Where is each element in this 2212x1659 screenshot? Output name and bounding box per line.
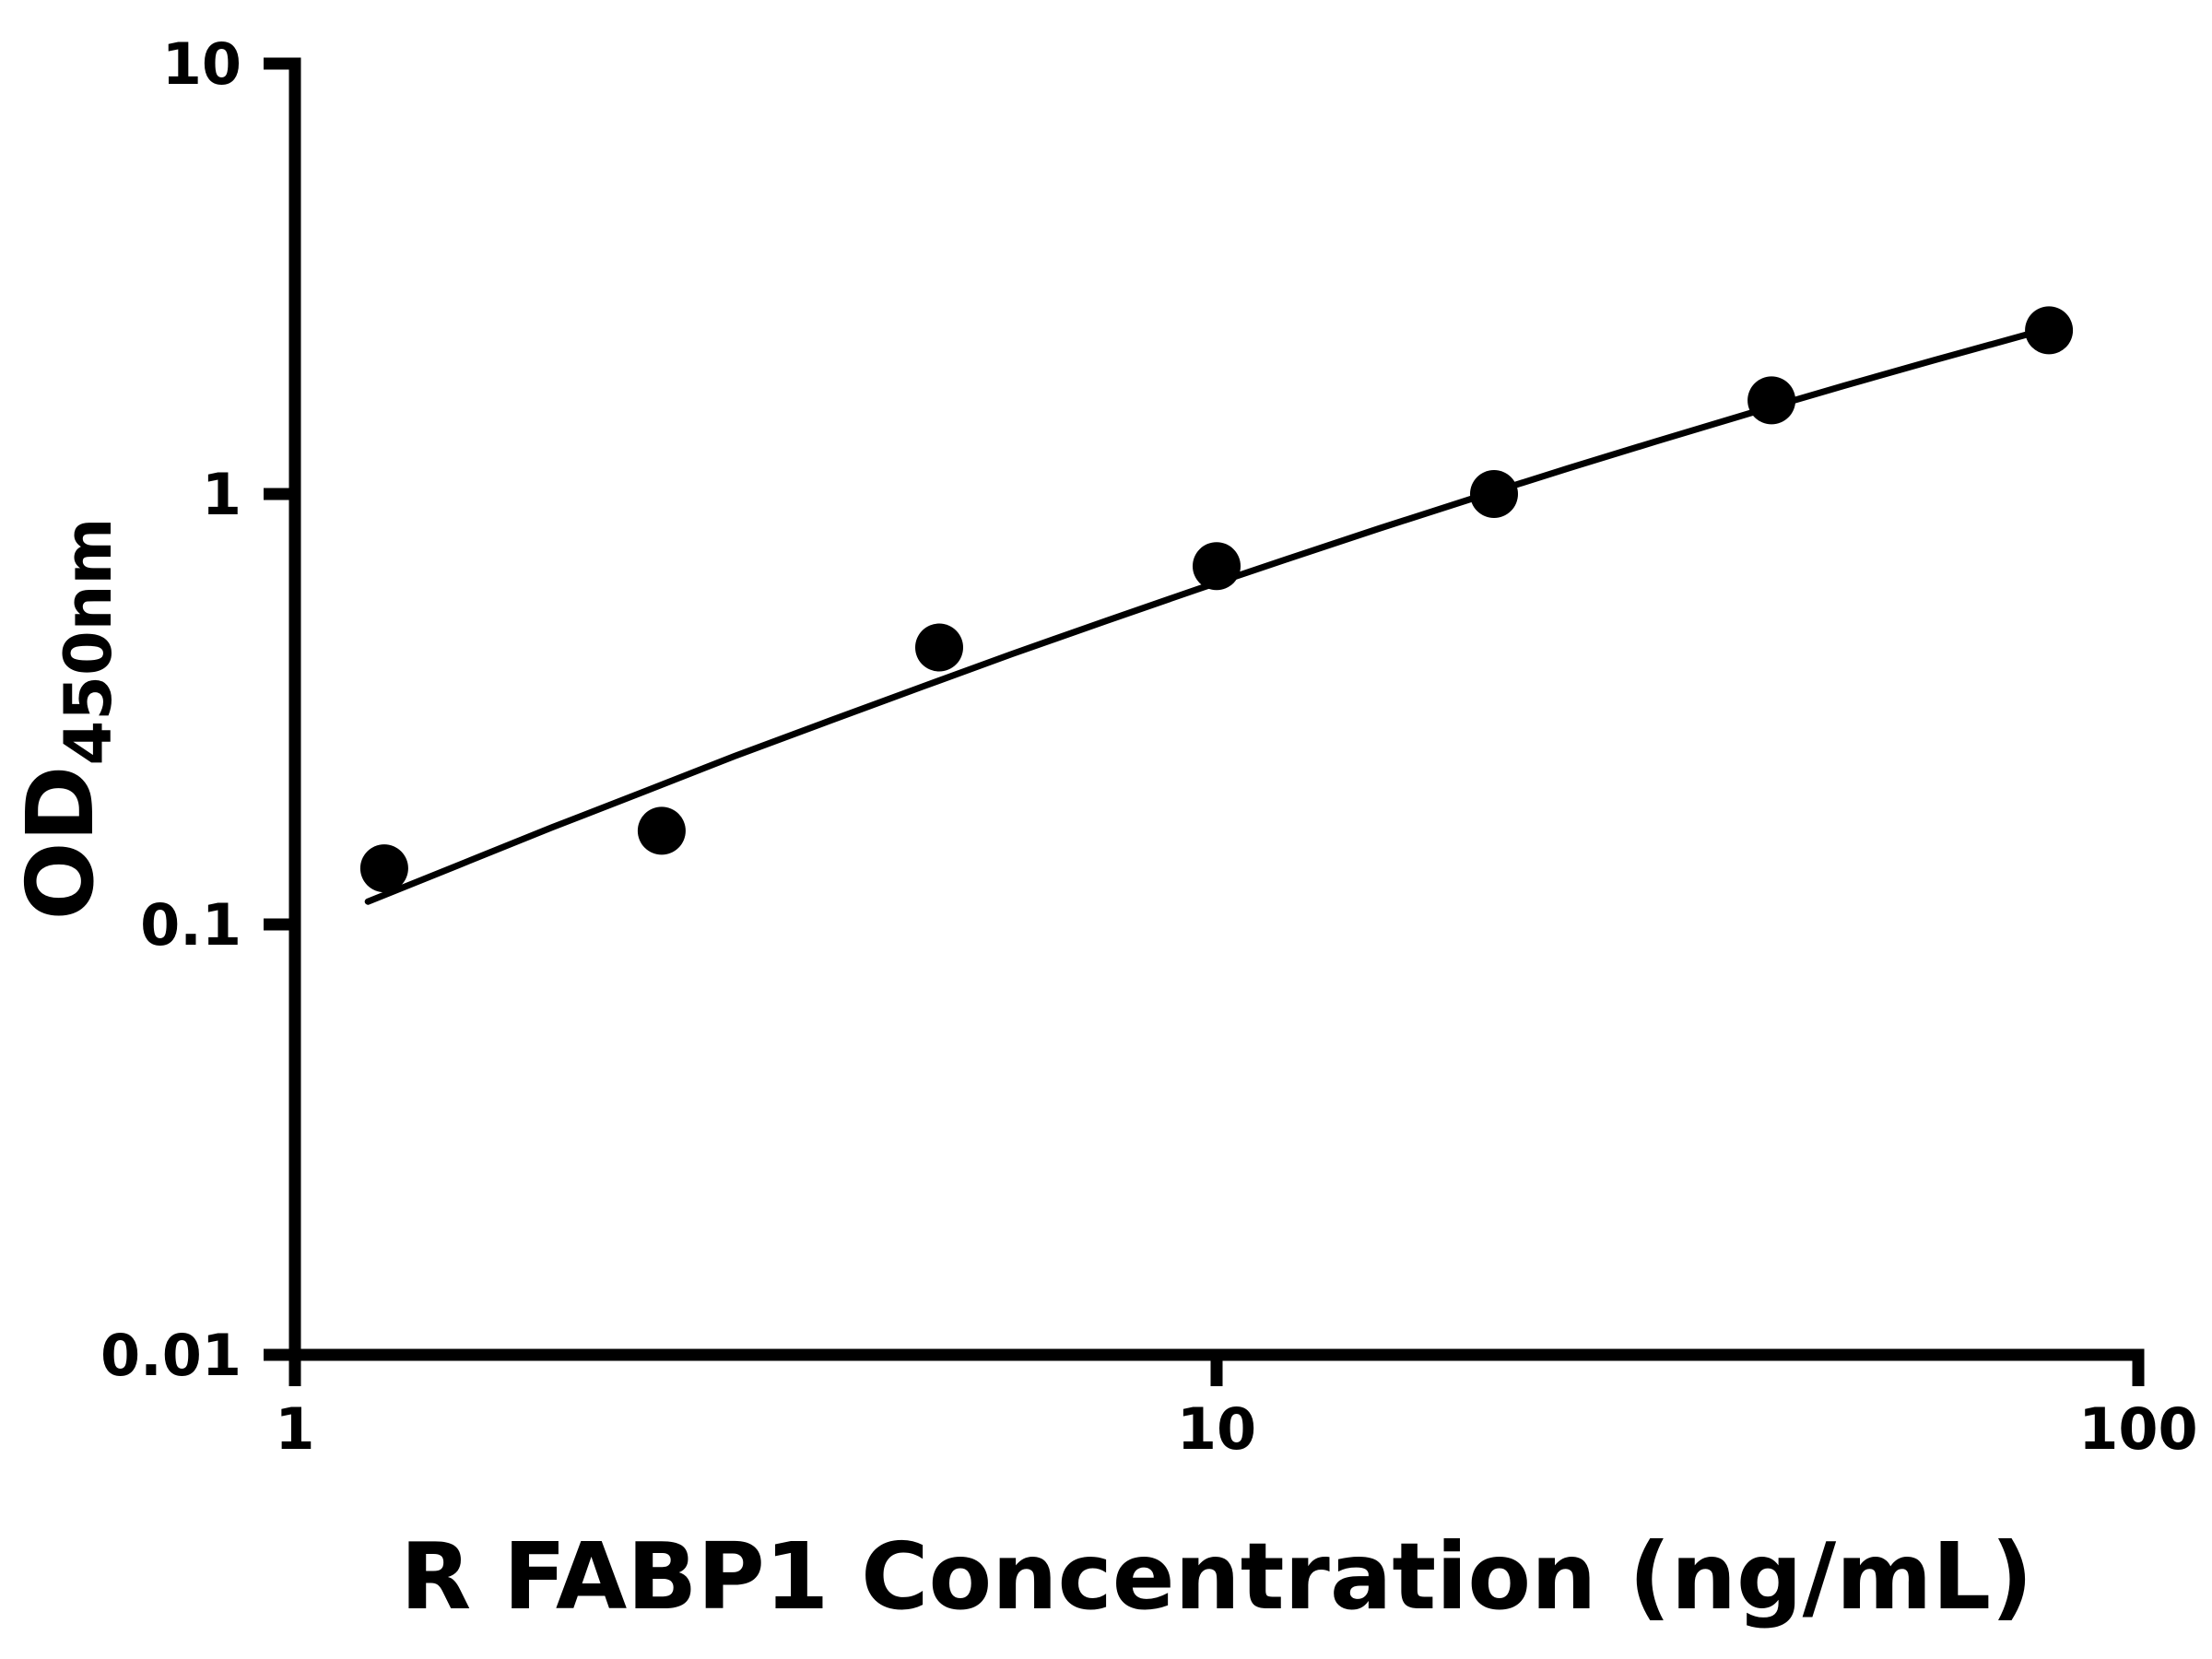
x-axis-title: R FABP1 Concentration (ng/mL) <box>400 1523 2033 1630</box>
y-tick-label: 0.1 <box>140 891 241 959</box>
data-point <box>2025 306 2074 355</box>
y-axis-title-main: OD <box>6 765 114 920</box>
y-axis-title-subscript: 450nm <box>51 518 126 766</box>
data-point <box>915 623 963 672</box>
y-tick-label: 0.01 <box>100 1322 241 1389</box>
x-tick-label: 1 <box>275 1395 314 1463</box>
data-point <box>1747 376 1796 425</box>
data-point <box>637 806 686 855</box>
fit-curve <box>364 323 2063 905</box>
x-tick-label: 100 <box>2078 1395 2197 1463</box>
y-tick-label: 10 <box>162 30 241 98</box>
y-tick-label: 1 <box>202 461 241 528</box>
data-point <box>1193 542 1241 591</box>
x-tick-label: 10 <box>1177 1395 1256 1463</box>
data-point <box>1470 470 1518 518</box>
y-axis-title: OD450nm <box>6 518 126 921</box>
data-point <box>359 844 408 893</box>
